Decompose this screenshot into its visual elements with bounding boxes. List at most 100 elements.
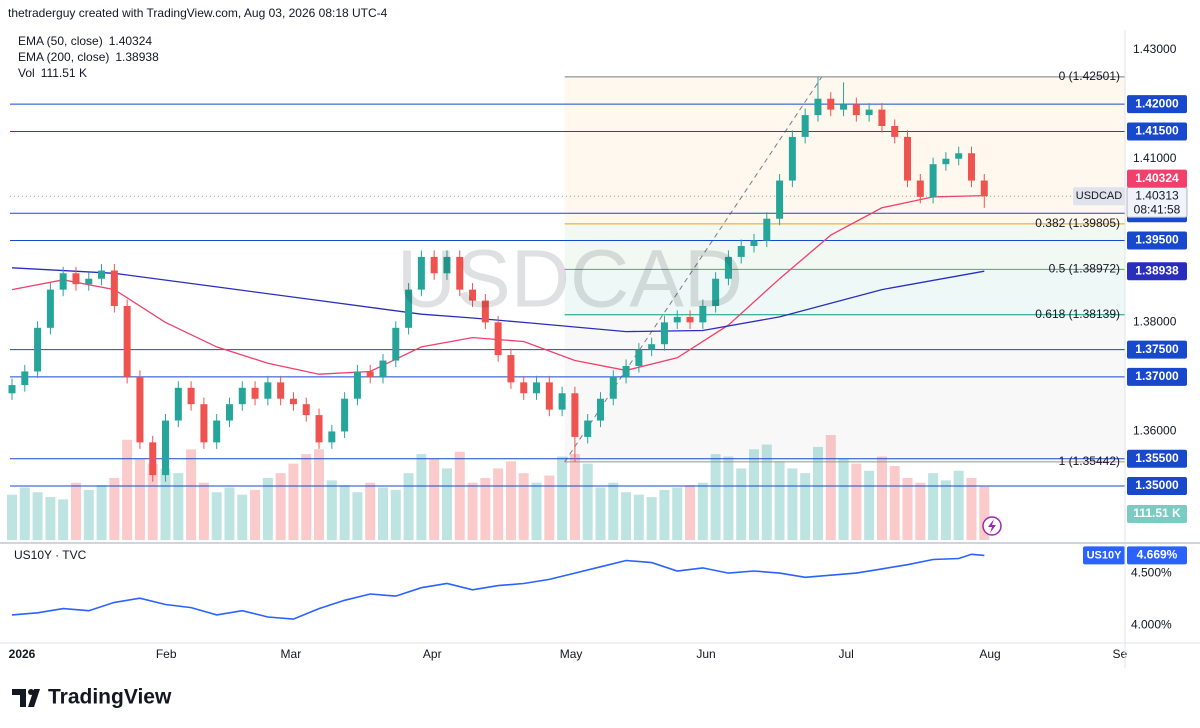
candle-body [417,256,425,290]
candle-body [635,349,643,366]
candle-body [341,398,349,432]
candle-body [392,327,400,361]
candle-body [840,104,848,110]
y-tick-label: 1.38000 [1133,315,1177,329]
candle-body [225,404,233,421]
volume-bar [672,487,683,540]
volume-bar [378,487,388,540]
candle-body [712,278,720,306]
volume-bar [454,451,465,540]
candle-body [469,289,477,301]
volume-bar [339,485,350,540]
candle-body [520,382,528,394]
volume-bar [160,468,171,540]
volume-bar [211,492,222,540]
volume-bar [864,470,875,540]
candle-body [353,371,361,399]
candle-body [379,360,387,377]
volume-bar [787,468,798,540]
alert-icon-bolt [988,519,996,533]
volume-bar [800,473,811,540]
volume-bar [493,468,504,540]
volume-bar [928,473,939,540]
fib-label: 0.382 (1.39805) [1035,216,1120,230]
candle-body [110,270,118,306]
countdown: 08:41:58 [1134,202,1181,216]
legend-name: Vol [18,66,35,80]
volume-bar [966,477,977,540]
fib-label: 0.5 (1.38972) [1049,262,1120,276]
fib-label: 1 (1.35442) [1059,454,1120,468]
x-tick-label: Feb [156,647,177,661]
candle-body [648,344,656,350]
fib-zone [564,223,1125,270]
volume-bar [480,477,491,540]
candle-body [878,109,886,126]
level-box [1127,449,1187,468]
candle-body [430,256,438,274]
level-box [1127,122,1187,141]
candle-body [686,316,694,323]
level-box [1127,367,1187,386]
volume-bar [825,435,836,540]
candle-body [660,322,668,345]
background-layer [7,76,1125,540]
volume-bar [403,473,414,540]
volume-bar [531,482,542,540]
level-box [1127,477,1187,495]
volume-bar [608,482,619,540]
volume-bar [58,499,69,540]
candle-body [967,153,975,181]
candle-body [481,300,489,323]
level-label: 1.35000 [1135,478,1179,492]
us10y-line [11,553,985,620]
candle-body [673,316,681,323]
ema-value-label: 1.38938 [1135,263,1179,277]
y2-tick-label: 4.000% [1131,618,1172,632]
volume-bar [902,477,913,540]
volume-bar [710,454,721,540]
fib-label: 0 (1.42501) [1059,69,1120,83]
fib-label: 0.618 (1.38139) [1035,307,1120,321]
volume-bar [96,485,107,540]
y-tick-label: 1.41000 [1133,151,1177,165]
candle-body [46,289,54,328]
legend-name: EMA (50, close) [18,34,103,48]
candle-body [136,376,144,443]
main-layer [8,76,1125,620]
volume-bar [915,482,926,540]
volume-bar [275,473,286,540]
volume-bar [505,461,516,540]
candle-body [213,420,221,443]
price-label: 1.40313 [1135,188,1179,202]
candle-body [622,366,630,377]
candle-body [494,322,502,356]
volume-bar [198,482,209,540]
label-layer: 0 (1.42501) 0.382 (1.39805) 0.5 (1.38972) 0… [9,34,1188,661]
volume-bar [134,458,145,540]
x-tick-label: Se [1113,647,1128,661]
candle-body [238,387,246,405]
legend-value: 111.51 K [41,66,87,80]
volume-bar [544,475,555,540]
volume-bar [122,439,133,540]
level-box [1127,95,1187,114]
candle-body [72,273,80,285]
volume-bar [83,489,94,540]
x-tick-label: Mar [281,647,302,661]
volume-bar [237,494,248,540]
x-tick-label: Jun [696,647,715,661]
candle-body [200,404,208,443]
legend-value: 1.40324 [109,34,153,48]
volume-bar [288,463,299,540]
ema-value-label: 1.40324 [1135,171,1179,185]
volume-bar [621,492,632,540]
candle-body [149,442,157,476]
candle-body [929,164,937,197]
volume-bar [723,456,734,540]
us10y-name: US10Y [1087,549,1123,561]
volume-bar [352,492,363,540]
candle-body [980,180,988,197]
candle-body [21,371,29,386]
